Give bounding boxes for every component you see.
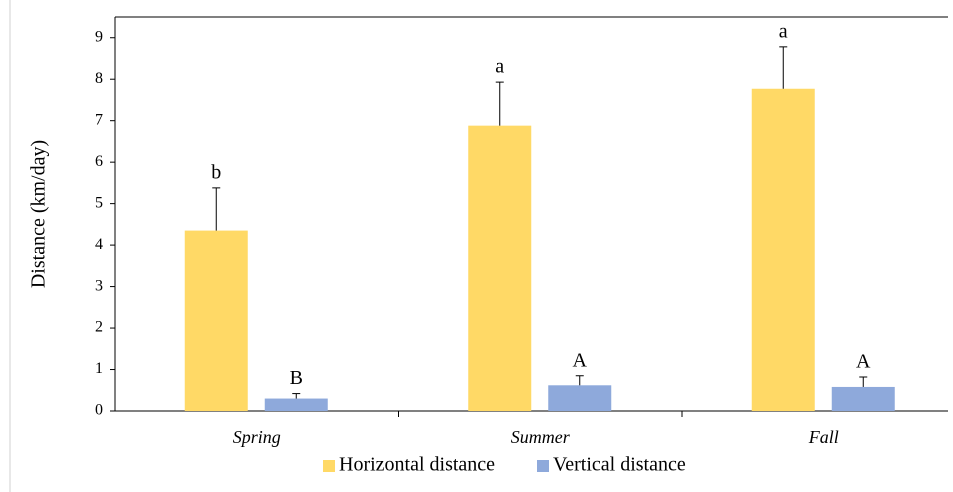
- x-tick-label: Fall: [808, 427, 839, 447]
- y-tick-label: 3: [95, 277, 103, 294]
- y-tick-label: 7: [95, 111, 103, 128]
- legend-label: Horizontal distance: [339, 454, 495, 476]
- y-tick-label: 6: [95, 153, 103, 170]
- x-tick-label: Summer: [511, 427, 571, 447]
- y-tick-label: 4: [95, 236, 103, 253]
- y-tick-label: 9: [95, 28, 103, 45]
- significance-letter: b: [211, 161, 221, 183]
- y-tick-label: 0: [95, 402, 103, 419]
- significance-letter: A: [856, 351, 871, 373]
- significance-letter: a: [495, 56, 504, 78]
- significance-letter: a: [779, 20, 788, 42]
- y-tick-label: 8: [95, 70, 103, 87]
- significance-letter: B: [290, 367, 303, 389]
- y-tick-label: 5: [95, 194, 103, 211]
- bar: [831, 386, 895, 411]
- bar: [548, 385, 612, 411]
- legend-swatch: [537, 460, 549, 472]
- y-tick-label: 2: [95, 319, 103, 336]
- y-axis-label: Distance (km/day): [28, 140, 50, 288]
- legend-swatch: [323, 460, 335, 472]
- bar: [468, 125, 532, 412]
- bar: [264, 398, 328, 411]
- x-tick-label: Spring: [233, 427, 281, 447]
- y-tick-label: 1: [95, 360, 103, 377]
- significance-letter: A: [573, 349, 588, 371]
- bar: [751, 88, 815, 411]
- legend-label: Vertical distance: [553, 454, 686, 476]
- bar: [184, 230, 248, 411]
